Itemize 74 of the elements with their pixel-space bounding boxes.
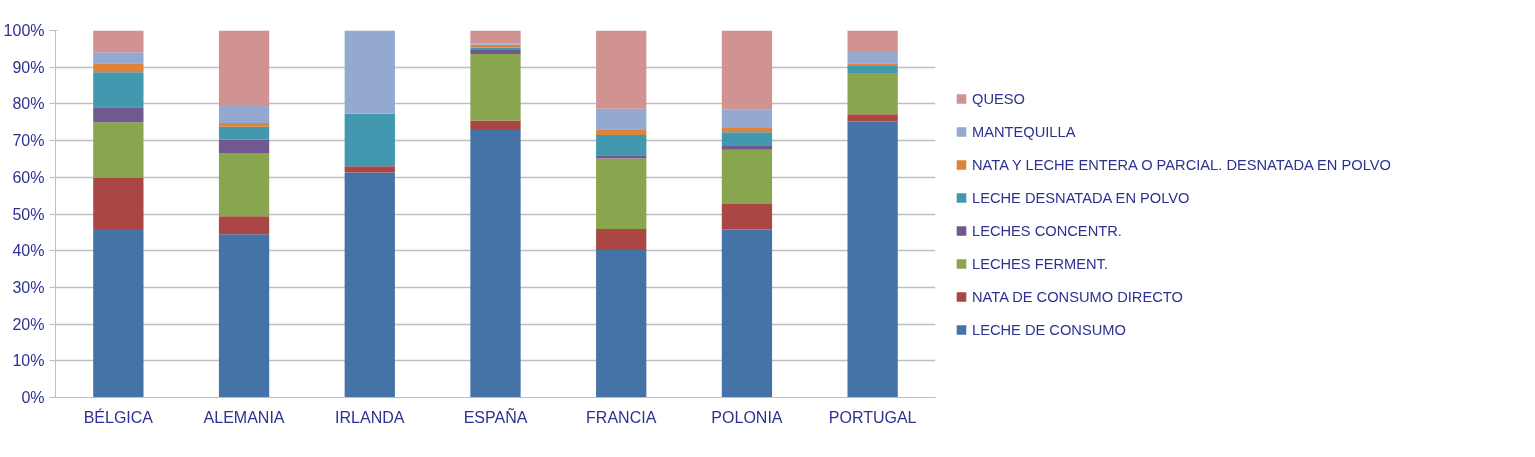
bar [218,139,270,154]
y-tick-label: 60% [12,168,45,186]
bar [847,66,898,74]
bar [596,155,647,159]
y-tick-label: 20% [12,315,45,333]
y-tick-label: 90% [12,58,45,76]
x-tick-label: BÉLGICA [83,407,154,426]
bar [470,120,521,130]
bar [596,229,647,250]
bar [93,52,144,64]
bar [470,49,521,54]
bar [596,158,647,230]
legend-label: LECHES FERMENT. [972,255,1108,271]
legend-label: QUESO [972,90,1025,106]
bar [721,30,773,110]
bar [93,63,144,73]
legend-label: LECHE DESNATADA EN POLVO [972,189,1190,205]
bar [344,172,395,398]
bar [596,249,647,398]
bar [218,153,270,217]
y-tick-label: 0% [21,389,45,406]
bar [847,51,898,64]
x-tick-label: ALEMANIA [203,408,285,426]
bar [344,166,395,173]
bar [847,63,898,67]
bar [596,108,647,130]
y-tick-label: 40% [12,242,45,260]
legend-label: NATA DE CONSUMO DIRECTO [972,288,1183,304]
legend-label: MANTEQUILLA [972,123,1076,139]
bar [344,113,395,167]
legend-label: LECHE DE CONSUMO [972,321,1126,337]
legend-label: LECHES CONCENTR. [972,222,1122,238]
x-tick-label: ESPAÑA [463,406,528,426]
bar [218,30,270,107]
x-tick-label: IRLANDA [335,408,405,426]
y-tick-label: 50% [12,205,45,223]
bar [93,72,144,108]
bar [470,53,521,121]
x-tick-label: POLONIA [711,408,783,426]
bar [93,107,144,123]
bar [721,229,773,398]
bar [721,109,773,129]
bar [93,229,144,398]
bar [596,135,647,156]
bar [344,30,395,114]
y-tick-label: 70% [12,132,45,150]
bar [218,216,270,235]
bar [470,30,521,44]
bar [218,122,270,127]
x-tick-label: FRANCIA [586,408,657,426]
bar [596,129,647,136]
bar [721,128,773,133]
legend-label: NATA Y LECHE ENTERA O PARCIAL. DESNATADA EN POLVO [972,156,1391,172]
bar [470,129,521,398]
x-tick-label: PORTUGAL [828,408,917,426]
bar [847,114,898,122]
bar [847,30,898,52]
bar [93,30,144,53]
y-tick-label: 10% [12,352,45,370]
bar [721,146,773,150]
bar [721,204,773,230]
bar [721,149,773,205]
bar [218,126,270,140]
bar [847,121,898,398]
bar [596,30,647,109]
bar [721,132,773,147]
y-tick-label: 30% [12,278,45,296]
y-tick-label: 80% [12,95,45,113]
bar [847,73,898,115]
bar [93,122,144,179]
y-tick-label: 100% [3,22,45,39]
bar [93,178,144,230]
bar [218,106,270,123]
bar [218,234,270,398]
